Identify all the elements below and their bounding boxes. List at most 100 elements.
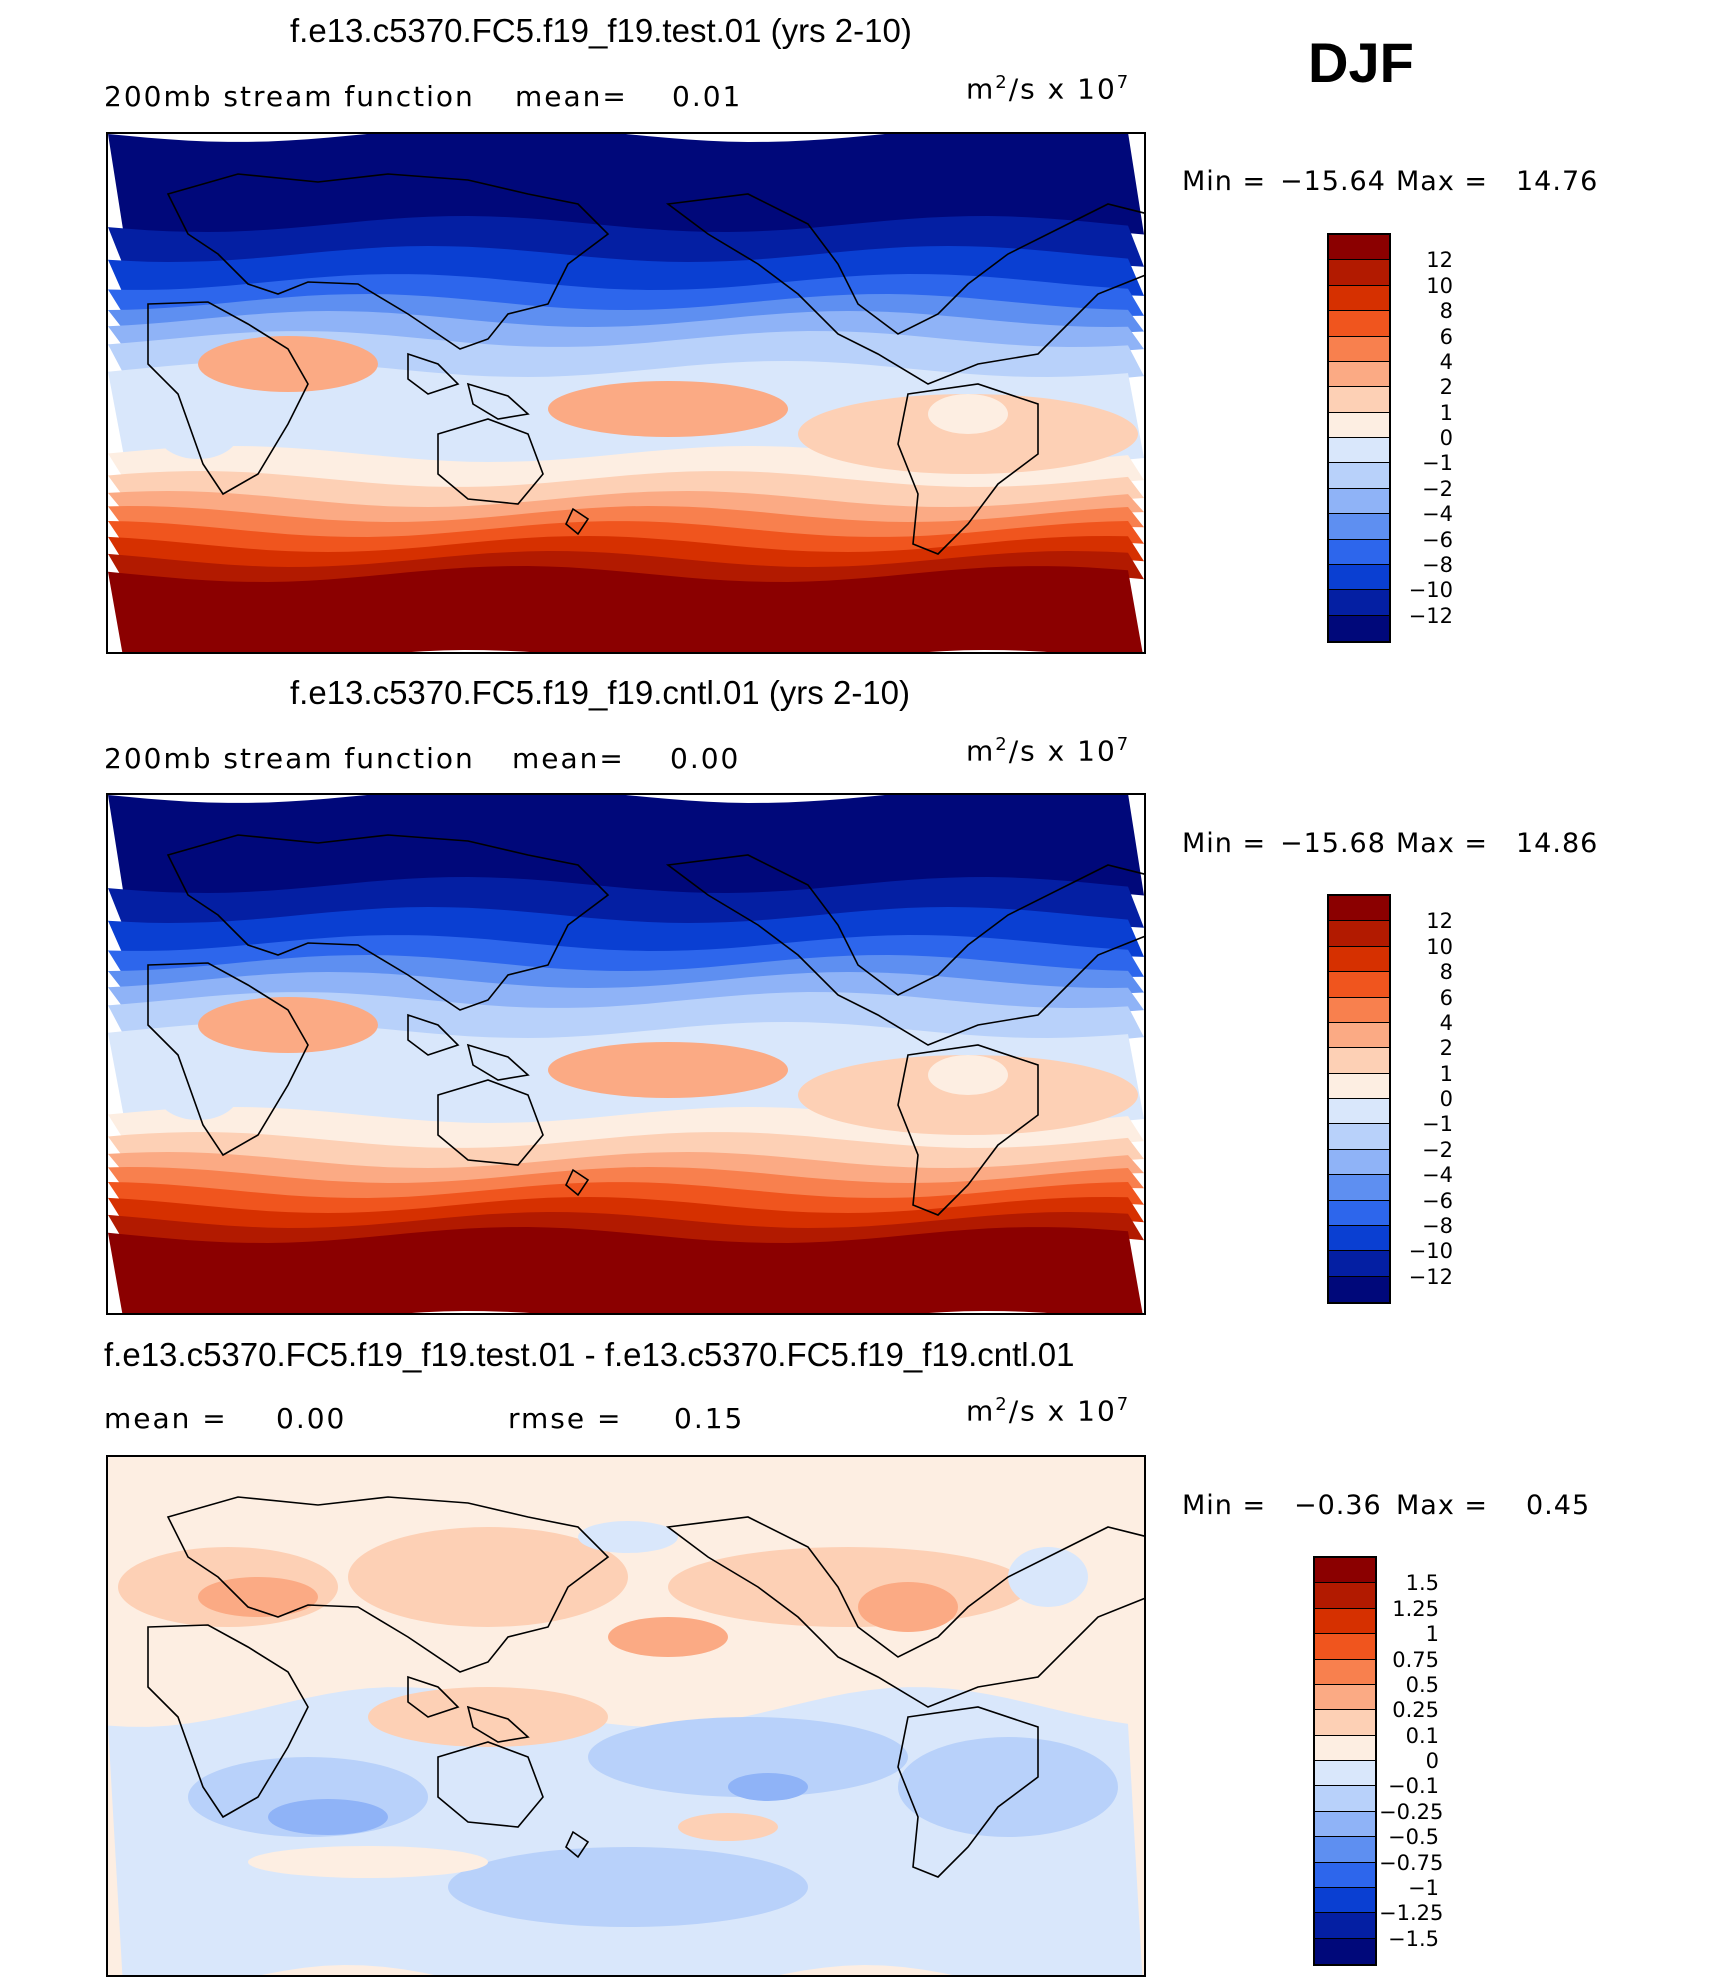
panel3-units: m2/s x 107 (966, 1394, 1131, 1428)
field-band (108, 566, 1143, 652)
field-blob (678, 1813, 778, 1841)
colorbar-swatch (1329, 412, 1389, 438)
colorbar-swatch (1329, 564, 1389, 591)
coastline (166, 834, 610, 1011)
panel2-min-value: −15.68 (1280, 828, 1386, 859)
field-band (108, 471, 1144, 513)
colorbar-tick-label: −8 (1422, 552, 1453, 577)
field-blob (928, 1055, 1008, 1095)
colorbar-swatch (1315, 1583, 1375, 1609)
colorbar-tick-label: 6 (1439, 985, 1453, 1010)
colorbar-tick-label: −12 (1408, 1264, 1453, 1289)
coastline (665, 1516, 1144, 1708)
panel1-max-label: Max = (1396, 166, 1489, 197)
coastline (407, 352, 460, 395)
colorbar-tick-label: 1 (1425, 1622, 1439, 1647)
colorbar-swatch (1329, 438, 1389, 464)
field-blob (158, 1070, 238, 1120)
field-blob (158, 409, 238, 459)
panel1-min-value: −15.64 (1280, 166, 1386, 197)
coastline (166, 173, 610, 350)
colorbar-swatch (1329, 311, 1389, 337)
field-band (108, 294, 1144, 333)
colorbar-tick-label: 4 (1439, 1010, 1453, 1035)
field-band (108, 274, 1144, 316)
colorbar-swatch (1329, 1175, 1389, 1201)
panel2-colorbar (1327, 894, 1391, 1304)
colorbar-swatch (1329, 235, 1389, 261)
colorbar-swatch (1329, 336, 1389, 362)
field-band (108, 972, 1144, 1014)
field-plot (108, 795, 1144, 1313)
colorbar-swatch (1315, 1735, 1375, 1761)
coastline (407, 1013, 460, 1056)
panel2-map (106, 793, 1146, 1315)
colorbar-tick-label: 8 (1439, 960, 1453, 985)
colorbar-tick-label: −0.5 (1388, 1825, 1439, 1850)
colorbar-swatch (1329, 1200, 1389, 1226)
colorbar-swatch (1329, 361, 1389, 388)
colorbar-tick-label: 8 (1439, 299, 1453, 324)
coastline (665, 854, 1144, 1046)
colorbar-swatch (1329, 1251, 1389, 1277)
field-band (108, 935, 1144, 977)
coastline (466, 382, 530, 420)
colorbar-tick-label: 6 (1439, 324, 1453, 349)
colorbar-tick-label: 10 (1426, 273, 1453, 298)
field-band (108, 1227, 1143, 1313)
panel1-title: f.e13.c5370.FC5.f19_f19.test.01 (yrs 2-1… (290, 12, 912, 49)
colorbar-swatch (1315, 1684, 1375, 1711)
colorbar-swatch (1329, 972, 1389, 998)
field-blob (198, 336, 378, 392)
colorbar-tick-label: 12 (1426, 248, 1453, 273)
colorbar-tick-label: −10 (1408, 578, 1453, 603)
colorbar-tick-label: −0.1 (1388, 1774, 1439, 1799)
colorbar-swatch (1315, 1938, 1375, 1964)
field-band (108, 311, 1144, 353)
coastline (565, 1168, 590, 1197)
field-blob (198, 997, 378, 1053)
colorbar-tick-label: −6 (1422, 527, 1453, 552)
coastline (565, 1830, 590, 1859)
field-band (108, 907, 1144, 957)
panel3-mean-label: mean = (104, 1402, 228, 1435)
colorbar-swatch (1329, 1022, 1389, 1049)
colorbar-tick-label: −2 (1422, 476, 1453, 501)
panel3-mean-value: 0.00 (276, 1402, 347, 1435)
colorbar-tick-label: 1.5 (1405, 1571, 1439, 1596)
colorbar-tick-label: −4 (1422, 1163, 1453, 1188)
panel3-colorbar (1313, 1556, 1377, 1966)
field-blob (578, 1521, 678, 1553)
season-label: DJF (1308, 31, 1414, 94)
panel3-max-label: Max = (1396, 1490, 1489, 1521)
colorbar-swatch (1315, 1558, 1375, 1584)
panel3-rmse-label: rmse = (508, 1402, 623, 1435)
panel2-mean-label: mean= (512, 742, 625, 775)
panel1-subtitle: 200mb stream function (104, 80, 475, 113)
colorbar-swatch (1315, 1887, 1375, 1914)
panel2-max-label: Max = (1396, 828, 1489, 859)
panel1-map (106, 132, 1146, 654)
colorbar-swatch (1315, 1761, 1375, 1787)
panel1-mean-value: 0.01 (672, 80, 743, 113)
panel3-max-value: 0.45 (1526, 1490, 1591, 1521)
panel3-map (106, 1455, 1146, 1977)
field-band (108, 216, 1144, 268)
field-band (108, 877, 1144, 929)
colorbar-swatch (1329, 615, 1389, 641)
colorbar-swatch (1315, 1659, 1375, 1685)
colorbar-swatch (1315, 1634, 1375, 1660)
colorbar-tick-label: −2 (1422, 1137, 1453, 1162)
field-blob (368, 1687, 608, 1747)
colorbar-swatch (1329, 1276, 1389, 1302)
field-blob (1008, 1547, 1088, 1607)
colorbar-swatch (1329, 1099, 1389, 1125)
colorbar-tick-label: 0.1 (1405, 1723, 1439, 1748)
colorbar-tick-label: 12 (1426, 909, 1453, 934)
coastline (437, 1741, 544, 1828)
panel1-min-label: Min = (1182, 166, 1267, 197)
coastline (466, 1043, 530, 1081)
colorbar-swatch (1329, 1048, 1389, 1074)
panel1-mean-label: mean= (515, 80, 628, 113)
colorbar-tick-label: 2 (1439, 1036, 1453, 1061)
